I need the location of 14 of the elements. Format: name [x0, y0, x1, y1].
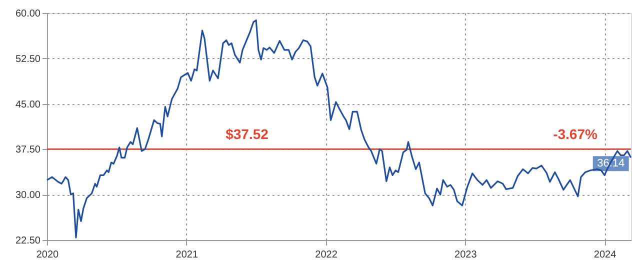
- x-tick-label: 2022: [315, 250, 338, 260]
- ref-line-label: $37.52: [226, 126, 269, 142]
- x-tick-label: 2020: [36, 250, 60, 260]
- y-tick-label: 30.00: [15, 190, 41, 202]
- y-tick-label: 45.00: [15, 99, 41, 110]
- annotation: -3.67%: [553, 126, 598, 142]
- y-tick-label: 52.50: [15, 54, 41, 65]
- x-tick-label: 2024: [594, 250, 617, 260]
- y-tick-label: 60.00: [15, 8, 41, 20]
- y-tick-label: 22.50: [15, 236, 41, 246]
- x-tick-label: 2021: [176, 250, 198, 260]
- line-series: [46, 19, 632, 238]
- y-tick-label: 37.50: [15, 144, 41, 156]
- x-tick-label: 2023: [454, 250, 478, 260]
